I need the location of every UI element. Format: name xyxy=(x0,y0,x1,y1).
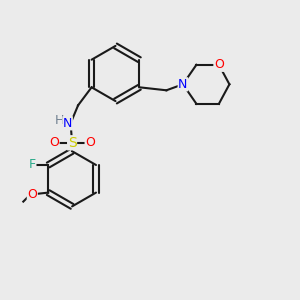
Text: O: O xyxy=(214,58,224,71)
Text: S: S xyxy=(68,136,76,150)
Text: F: F xyxy=(29,158,36,172)
Text: O: O xyxy=(85,136,95,149)
Text: O: O xyxy=(27,188,37,201)
Text: N: N xyxy=(63,117,72,130)
Text: N: N xyxy=(178,78,188,91)
Text: O: O xyxy=(49,136,59,149)
Text: H: H xyxy=(55,114,64,127)
